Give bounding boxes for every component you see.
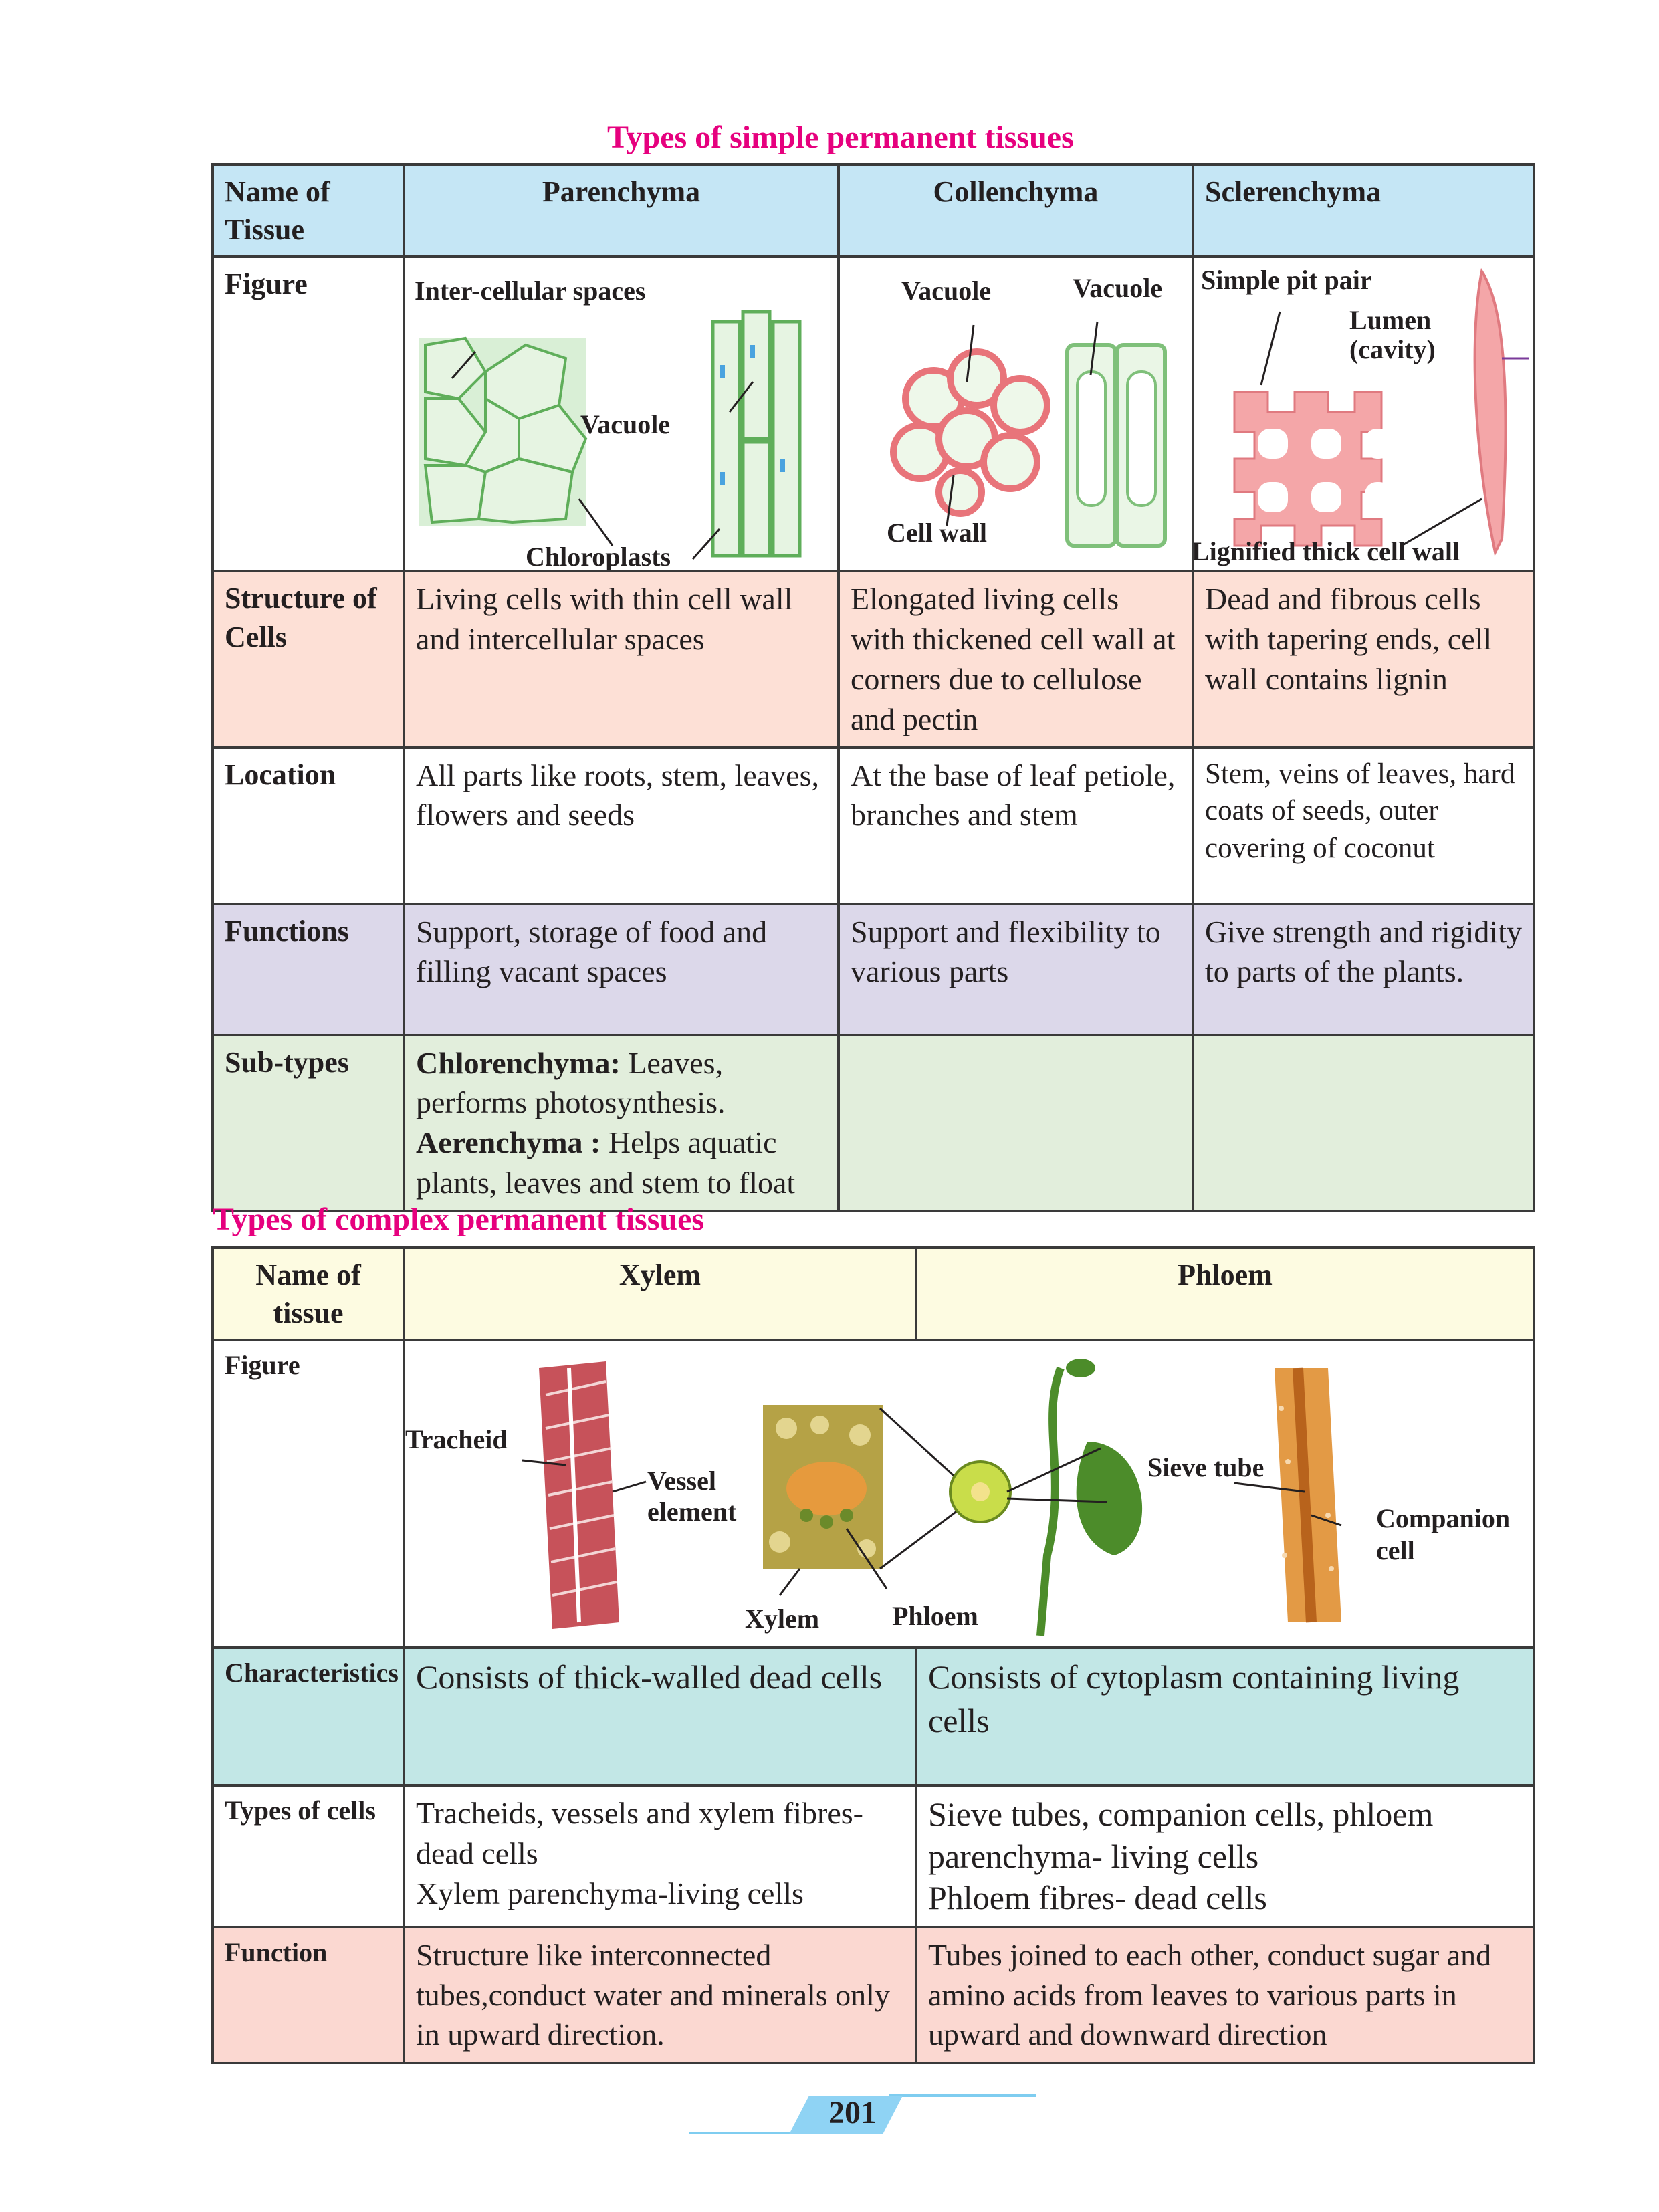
- simple-figure-row: Figure: [211, 255, 1535, 573]
- label-cavity: (cavity): [1349, 334, 1436, 364]
- col-xylem: Xylem: [403, 1246, 917, 1342]
- location-parenchyma: All parts like roots, stem, leaves, flow…: [403, 746, 840, 905]
- label-vacuole-collenchyma-1: Vacuole: [901, 275, 991, 306]
- characteristics-row: Characteristics Consists of thick-walled…: [211, 1646, 1535, 1787]
- functions-label: Functions: [211, 902, 405, 1036]
- sclerenchyma-figure: Simple pit pair Lumen (cavity) Lignified…: [1192, 255, 1535, 573]
- functions-parenchyma: Support, storage of food and filling vac…: [403, 902, 840, 1036]
- parenchyma-illustration: Inter-cellular spaces Vacuole Chloroplas…: [415, 275, 802, 570]
- chlorenchyma-text: Leaves, performs photosynthesis.: [416, 1045, 726, 1120]
- characteristics-label: Characteristics: [211, 1646, 405, 1787]
- name-of-tissue-label: Name of Tissue: [211, 162, 405, 259]
- label-companion: Companion: [1376, 1503, 1510, 1533]
- types-of-cells-row: Types of cells Tracheids, vessels and xy…: [211, 1784, 1535, 1928]
- complex-header-row: Name of tissue Xylem Phloem: [211, 1246, 1535, 1342]
- sieve-tube-drawing: [1275, 1367, 1341, 1623]
- label-cell: cell: [1376, 1535, 1415, 1565]
- aerenchyma-name: Aerenchyma :: [416, 1125, 601, 1160]
- page-number-banner: 201: [689, 2092, 1036, 2138]
- function-row: Function Structure like interconnected t…: [211, 1925, 1535, 2065]
- label-lumen: Lumen: [1349, 305, 1431, 335]
- types-xylem: Tracheids, vessels and xylem fibres-dead…: [403, 1784, 917, 1928]
- label-phloem-figure: Phloem: [892, 1601, 978, 1631]
- types-of-cells-label: Types of cells: [211, 1784, 405, 1928]
- label-vacuole-collenchyma-2: Vacuole: [1073, 273, 1162, 303]
- col-phloem: Phloem: [915, 1246, 1535, 1342]
- location-sclerenchyma: Stem, veins of leaves, hard coats of see…: [1192, 746, 1535, 905]
- figure-label: Figure: [211, 255, 405, 573]
- name-of-tissue-complex-label: Name of tissue: [211, 1246, 405, 1342]
- label-tracheid: Tracheid: [405, 1424, 508, 1454]
- collenchyma-illustration: Vacuole Vacuole Cell wall: [887, 273, 1167, 548]
- label-vessel: Vessel: [647, 1466, 716, 1496]
- location-label: Location: [211, 746, 405, 905]
- types-xylem-line-2: Xylem parenchyma-living cells: [416, 1876, 804, 1910]
- subtypes-row: Sub-types Chlorenchyma: Leaves, performs…: [211, 1033, 1535, 1212]
- chlorenchyma-name: Chlorenchyma:: [416, 1045, 621, 1080]
- structure-sclerenchyma: Dead and fibrous cells with tapering end…: [1192, 570, 1535, 749]
- location-row: Location All parts like roots, stem, lea…: [211, 746, 1535, 905]
- cross-section-drawing: [763, 1405, 883, 1569]
- label-element: element: [647, 1497, 737, 1527]
- xylem-phloem-illustration: Tracheid Vessel element Xylem Phloem Sie…: [405, 1359, 1510, 1636]
- subtypes-parenchyma: Chlorenchyma: Leaves, performs photosynt…: [403, 1033, 840, 1212]
- function-phloem: Tubes joined to each other, conduct suga…: [915, 1925, 1535, 2065]
- simple-tissues-table: Name of Tissue Parenchyma Collenchyma Sc…: [211, 162, 1535, 1212]
- function-label: Function: [211, 1925, 405, 2065]
- functions-sclerenchyma: Give strength and rigidity to parts of t…: [1192, 902, 1535, 1036]
- types-xylem-line-1: Tracheids, vessels and xylem fibres-dead…: [416, 1796, 863, 1871]
- page-number: 201: [828, 2095, 877, 2130]
- structure-row: Structure of Cells Living cells with thi…: [211, 570, 1535, 749]
- function-xylem: Structure like interconnected tubes,cond…: [403, 1925, 917, 2065]
- page-number-shape: [689, 2094, 1036, 2134]
- subtypes-sclerenchyma: [1192, 1033, 1535, 1212]
- complex-tissues-table: Name of tissue Xylem Phloem Figure: [211, 1246, 1535, 2065]
- types-phloem-line-2: Phloem fibres- dead cells: [928, 1879, 1267, 1917]
- tracheid-drawing: [539, 1361, 619, 1630]
- simple-tissues-title: Types of simple permanent tissues: [607, 120, 1074, 155]
- col-sclerenchyma: Sclerenchyma: [1192, 162, 1535, 259]
- characteristics-phloem: Consists of cytoplasm containing living …: [915, 1646, 1535, 1787]
- complex-figure-row: Figure: [211, 1339, 1535, 1650]
- label-xylem-figure: Xylem: [745, 1603, 819, 1634]
- structure-collenchyma: Elongated living cells with thickened ce…: [837, 570, 1194, 749]
- label-chloroplasts: Chloroplasts: [526, 542, 671, 570]
- complex-figure-label: Figure: [211, 1339, 405, 1650]
- collenchyma-figure: Vacuole Vacuole Cell wall: [837, 255, 1194, 573]
- subtypes-label: Sub-types: [211, 1033, 405, 1212]
- structure-parenchyma: Living cells with thin cell wall and int…: [403, 570, 840, 749]
- plant-drawing: [949, 1359, 1143, 1636]
- label-vacuole-parenchyma: Vacuole: [580, 409, 670, 439]
- label-lignified-cell-wall: Lignified thick cell wall: [1194, 536, 1460, 566]
- sclerenchyma-illustration: Simple pit pair Lumen (cavity) Lignified…: [1194, 265, 1529, 566]
- aerenchyma-text: Helps aquatic plants, leaves and stem to…: [416, 1125, 796, 1200]
- col-parenchyma: Parenchyma: [403, 162, 840, 259]
- label-cell-wall: Cell wall: [887, 518, 987, 548]
- location-collenchyma: At the base of leaf petiole, branches an…: [837, 746, 1194, 905]
- characteristics-xylem: Consists of thick-walled dead cells: [403, 1646, 917, 1787]
- functions-row: Functions Support, storage of food and f…: [211, 902, 1535, 1036]
- structure-label: Structure of Cells: [211, 570, 405, 749]
- functions-collenchyma: Support and flexibility to various parts: [837, 902, 1194, 1036]
- subtypes-collenchyma: [837, 1033, 1194, 1212]
- complex-figure: Tracheid Vessel element Xylem Phloem Sie…: [403, 1339, 1535, 1650]
- simple-header-row: Name of Tissue Parenchyma Collenchyma Sc…: [211, 162, 1535, 259]
- parenchyma-figure: Inter-cellular spaces Vacuole Chloroplas…: [403, 255, 840, 573]
- col-collenchyma: Collenchyma: [837, 162, 1194, 259]
- complex-tissues-title: Types of complex permanent tissues: [213, 1202, 705, 1237]
- types-phloem-line-1: Sieve tubes, companion cells, phloem par…: [928, 1795, 1434, 1875]
- label-simple-pit-pair: Simple pit pair: [1201, 265, 1372, 295]
- label-intercellular-spaces: Inter-cellular spaces: [415, 275, 646, 306]
- types-phloem: Sieve tubes, companion cells, phloem par…: [915, 1784, 1535, 1928]
- label-sieve-tube: Sieve tube: [1147, 1452, 1264, 1482]
